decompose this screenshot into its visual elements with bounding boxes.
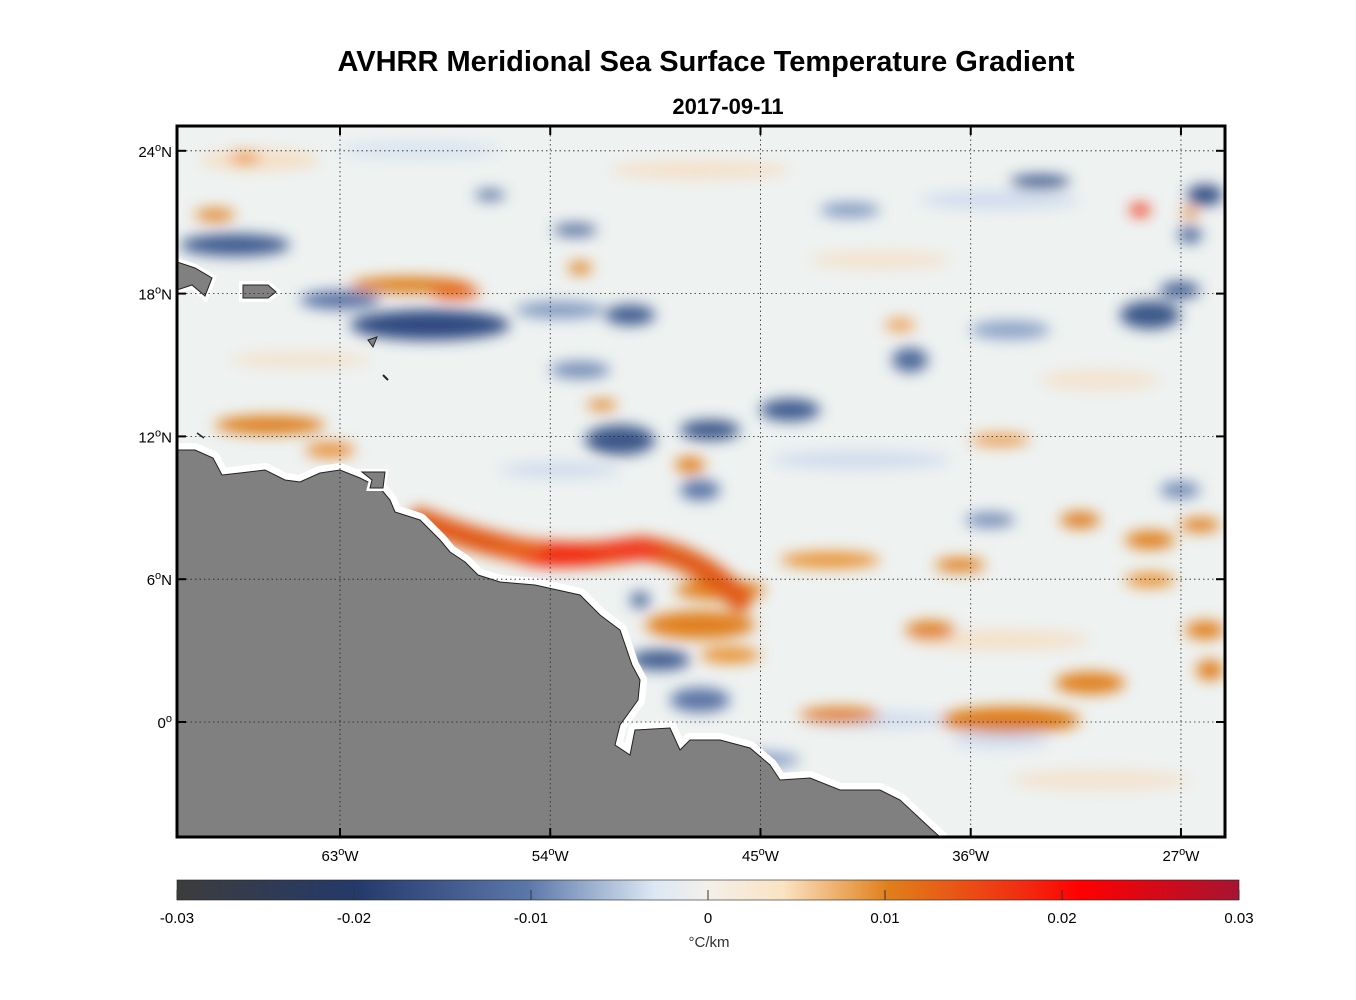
lon-tick-label: 45oW — [742, 846, 780, 865]
colorbar-tick-label: -0.03 — [160, 910, 194, 927]
island-guadeloupe — [367, 336, 378, 349]
gradient-field — [180, 142, 1225, 790]
lon-tick-label: 27oW — [1162, 846, 1200, 865]
chart-title: AVHRR Meridional Sea Surface Temperature… — [337, 46, 1075, 78]
colorbar-unit-label: °C/km — [689, 934, 730, 951]
colorbar-tick-label: 0.03 — [1224, 910, 1253, 927]
lon-tick-label: 54oW — [532, 846, 570, 865]
colorbar-tick-label: -0.02 — [337, 910, 371, 927]
colorbar-tick-label: 0.01 — [870, 910, 899, 927]
map-frame — [175, 124, 1227, 839]
lat-tick-label: 0o — [158, 713, 172, 732]
axis-labels: 24oN 18oN 12oN 6oN 0o 63oW 54oW 45oW 36oW 27oW — [138, 142, 1200, 865]
lat-tick-label: 6oN — [147, 570, 172, 589]
chart-subtitle: 2017-09-11 — [672, 94, 784, 119]
colorbar-tick-label: -0.01 — [514, 910, 548, 927]
colorbar-tick-label: 0 — [704, 910, 712, 927]
lat-tick-label: 24oN — [138, 142, 172, 161]
lat-tick-label: 12oN — [138, 427, 172, 446]
lat-tick-label: 18oN — [138, 285, 172, 304]
lon-tick-label: 36oW — [952, 846, 990, 865]
lon-tick-label: 63oW — [322, 846, 360, 865]
island-grenada — [196, 432, 205, 439]
colorbar-tick-label: 0.02 — [1047, 910, 1076, 927]
island-martinique — [382, 374, 389, 381]
colorbar-ticks: -0.03 -0.02 -0.01 0 0.01 0.02 0.03 °C/km — [160, 890, 1254, 951]
